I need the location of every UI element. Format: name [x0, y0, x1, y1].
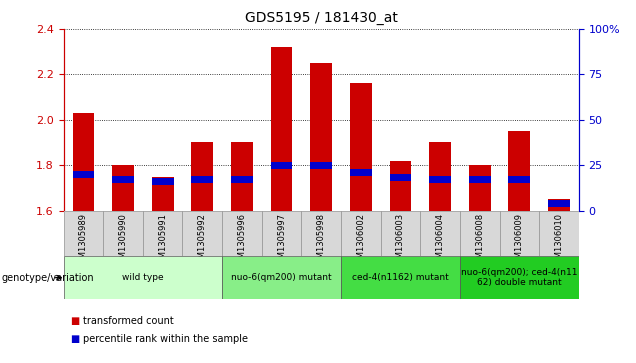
Bar: [429, 176, 451, 183]
Bar: [64, 211, 103, 256]
Bar: [341, 256, 460, 299]
Text: GSM1306008: GSM1306008: [475, 213, 484, 269]
Text: GSM1306010: GSM1306010: [555, 213, 563, 269]
Bar: [222, 256, 341, 299]
Text: GSM1306004: GSM1306004: [436, 213, 445, 269]
Bar: [222, 211, 262, 256]
Text: GSM1306002: GSM1306002: [356, 213, 365, 269]
Text: GSM1305990: GSM1305990: [118, 213, 128, 269]
Bar: [548, 200, 570, 207]
Text: ■: ■: [70, 316, 80, 326]
Bar: [469, 176, 490, 183]
Bar: [350, 169, 371, 176]
Bar: [460, 256, 579, 299]
Bar: [191, 143, 213, 211]
Bar: [350, 83, 371, 211]
Bar: [429, 143, 451, 211]
Bar: [152, 176, 174, 211]
Text: transformed count: transformed count: [83, 316, 174, 326]
Text: wild type: wild type: [122, 273, 163, 282]
Bar: [143, 211, 183, 256]
Bar: [271, 162, 293, 169]
Bar: [103, 211, 143, 256]
Bar: [548, 199, 570, 211]
Bar: [112, 176, 134, 183]
Bar: [231, 143, 253, 211]
Bar: [508, 176, 530, 183]
Bar: [183, 211, 222, 256]
Text: nuo-6(qm200); ced-4(n11
62) double mutant: nuo-6(qm200); ced-4(n11 62) double mutan…: [461, 268, 577, 287]
Text: GSM1305989: GSM1305989: [79, 213, 88, 269]
Text: GSM1305996: GSM1305996: [237, 213, 246, 269]
Bar: [231, 176, 253, 183]
Bar: [191, 176, 213, 183]
Text: GSM1305991: GSM1305991: [158, 213, 167, 269]
Bar: [341, 211, 380, 256]
Text: ced-4(n1162) mutant: ced-4(n1162) mutant: [352, 273, 449, 282]
Bar: [301, 211, 341, 256]
Text: GSM1306003: GSM1306003: [396, 213, 405, 269]
Text: ■: ■: [70, 334, 80, 344]
Text: GSM1305998: GSM1305998: [317, 213, 326, 269]
Bar: [64, 256, 222, 299]
Bar: [73, 113, 94, 211]
Bar: [508, 131, 530, 211]
Bar: [389, 160, 411, 211]
Bar: [460, 211, 499, 256]
Bar: [310, 162, 332, 169]
Text: GSM1306009: GSM1306009: [515, 213, 524, 269]
Bar: [112, 165, 134, 211]
Text: nuo-6(qm200) mutant: nuo-6(qm200) mutant: [232, 273, 332, 282]
Bar: [310, 63, 332, 211]
Bar: [539, 211, 579, 256]
Text: GSM1305992: GSM1305992: [198, 213, 207, 269]
Bar: [499, 211, 539, 256]
Text: percentile rank within the sample: percentile rank within the sample: [83, 334, 247, 344]
Text: genotype/variation: genotype/variation: [1, 273, 94, 283]
Bar: [271, 47, 293, 211]
Bar: [420, 211, 460, 256]
Bar: [152, 178, 174, 185]
Bar: [389, 174, 411, 182]
Title: GDS5195 / 181430_at: GDS5195 / 181430_at: [245, 11, 398, 25]
Bar: [73, 171, 94, 178]
Text: GSM1305997: GSM1305997: [277, 213, 286, 269]
Bar: [380, 211, 420, 256]
Bar: [262, 211, 301, 256]
Bar: [469, 165, 490, 211]
